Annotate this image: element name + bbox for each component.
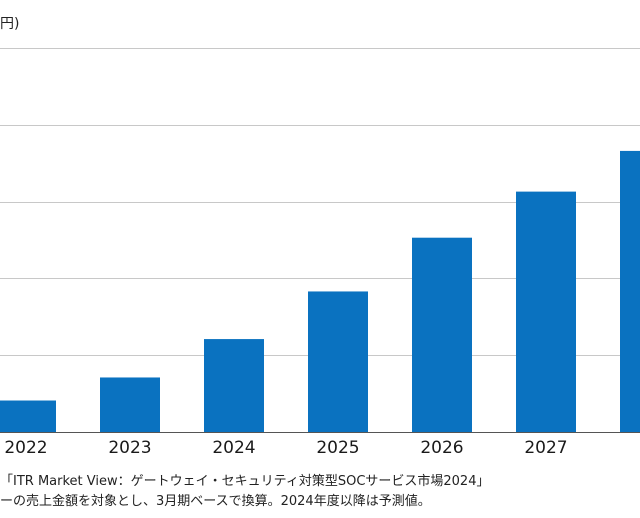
bars [0,150,640,433]
bar-2028 [620,150,640,433]
x-tick-labels: 2022202320242025202620272 [4,438,567,458]
bar-2026 [412,237,472,432]
unit-label: 円) [0,16,20,32]
x-tick-label: 2024 [212,438,255,458]
bar-2022 [0,400,56,432]
x-tick-label: 2022 [4,438,47,458]
source-note-line-1: 「ITR Market View：ゲートウェイ・セキュリティ対策型SOCサービス… [0,474,490,489]
bar-2024 [204,339,264,432]
source-note-line-2: ーの売上金額を対象とし、3月期ベースで換算。2024年度以降は予測値。 [0,494,431,509]
bar-2027 [516,191,576,432]
x-tick-label: 2023 [108,438,151,458]
bar-2025 [308,291,368,432]
bar-2023 [100,377,160,432]
x-tick-label: 2025 [316,438,359,458]
x-tick-label: 2027 [524,438,567,458]
x-tick-label: 2026 [420,438,463,458]
